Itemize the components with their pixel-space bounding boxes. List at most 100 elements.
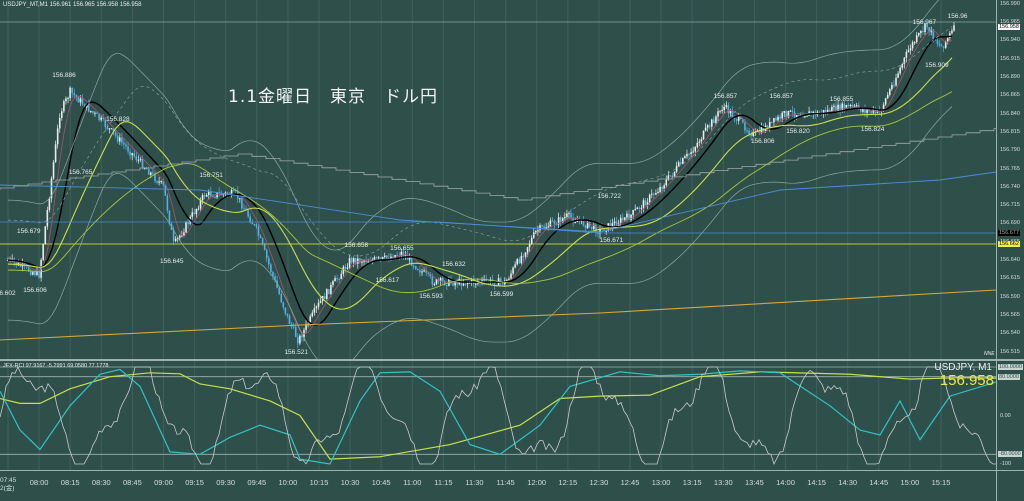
- time-tick: 10:45: [371, 478, 391, 487]
- price-annotation: 156.967: [912, 19, 937, 26]
- rci-chart-svg: [0, 361, 996, 470]
- time-tick: 12:00: [527, 478, 547, 487]
- time-tick: 11:30: [465, 478, 484, 487]
- time-tick: 09:45: [247, 478, 267, 487]
- rci-indicator-pane[interactable]: JFX-RCI 97.9167 -5.2991 69.0580 77.1778: [0, 361, 996, 470]
- price-chart-svg: [0, 0, 996, 359]
- price-tick: 156.740: [1000, 183, 1020, 190]
- price-annotation: 156.632: [442, 261, 466, 268]
- price-tick: 156.765: [1000, 165, 1020, 172]
- time-tick: 11:00: [403, 478, 422, 487]
- time-tick: 14:15: [807, 478, 826, 487]
- price-annotation: 156.828: [106, 116, 130, 123]
- axis-corner: [996, 471, 1024, 501]
- rci-tick: 80.0000: [998, 373, 1020, 380]
- main-chart-pane[interactable]: USDJPY_MT,M1 156.961 156.965 156.958 156…: [0, 0, 996, 359]
- rci-tick: -80.0000: [998, 451, 1022, 458]
- price-tick: 156.590: [1000, 293, 1020, 300]
- date-label: 07:45 2(金): [0, 477, 17, 492]
- time-tick: 08:00: [29, 478, 49, 487]
- price-tick: 156.940: [1000, 37, 1020, 44]
- price-tick: 156.615: [1000, 275, 1020, 282]
- header-info: USDJPY_MT,M1 156.961 156.965 156.958 156…: [3, 2, 142, 8]
- price-tick: 156.890: [1000, 73, 1020, 80]
- nne-watermark: NNE: [984, 351, 995, 357]
- price-axis[interactable]: 156.990 156.965 156.940 156.915 156.890 156.8…: [996, 0, 1024, 359]
- price-tick: 156.865: [1000, 92, 1020, 99]
- time-tick: 08:45: [123, 478, 142, 487]
- price-annotation: 156.671: [599, 237, 624, 244]
- price-tick: 156.790: [1000, 147, 1020, 154]
- pane-divider[interactable]: [0, 359, 1024, 361]
- time-tick: 13:30: [713, 478, 733, 487]
- price-tag: 156.677: [998, 229, 1020, 236]
- time-tick: 12:45: [620, 478, 640, 487]
- price-annotation: 156.645: [160, 258, 184, 265]
- time-tick: 15:00: [900, 478, 920, 487]
- time-tick: 15:15: [931, 478, 951, 487]
- price-annotation: 156.617: [375, 277, 400, 284]
- price-tick: 156.640: [1000, 257, 1020, 264]
- price-annotation: 156.857: [713, 93, 738, 100]
- price-tick: 156.965: [1000, 18, 1020, 25]
- time-tick: 14:45: [869, 478, 889, 487]
- price-annotation: 156.751: [199, 172, 223, 179]
- time-tick: 12:15: [558, 478, 578, 487]
- price-annotation: 156.820: [786, 128, 810, 135]
- time-axis-divider: [0, 470, 1024, 471]
- rci-axis[interactable]: 100.0000 80.0000 0.00 -80.0000 -100: [996, 361, 1024, 470]
- time-tick: 09:15: [185, 478, 204, 487]
- price-annotation: 156.806: [750, 138, 775, 145]
- price-tick: 156.715: [1000, 202, 1020, 209]
- time-tick: 13:45: [745, 478, 764, 487]
- price-tick: 156.815: [1000, 128, 1020, 135]
- chart-title: 1.1金曜日 東京 ドル円: [228, 87, 439, 107]
- price-annotation: 156.521: [284, 349, 308, 356]
- price-tag: 156.662: [998, 240, 1020, 247]
- price-annotation: 156.96: [947, 13, 968, 20]
- time-tick: 09:30: [216, 478, 236, 487]
- price-annotation: 156.824: [860, 126, 885, 133]
- rci-tick: -100: [1000, 461, 1012, 467]
- symbol-label: USDJPY, M1: [934, 362, 992, 373]
- price-annotation: 156.722: [597, 193, 622, 200]
- time-tick: 13:00: [651, 478, 671, 487]
- time-tick: 12:30: [589, 478, 609, 487]
- time-tick: 13:15: [682, 478, 702, 487]
- price-tick: 156.540: [1000, 330, 1020, 337]
- price-annotation: 156.602: [0, 290, 16, 297]
- rci-tick: 0.00: [1000, 412, 1011, 419]
- price-tick: 156.840: [1000, 110, 1020, 117]
- time-tick: 08:15: [60, 478, 80, 487]
- price-annotation: 156.857: [769, 93, 794, 100]
- price-annotation: 156.909: [925, 62, 949, 69]
- price-tick: 156.990: [1000, 0, 1020, 7]
- time-tick: 11:45: [496, 478, 515, 487]
- price-tag: 156.958: [998, 24, 1020, 31]
- price-annotation: 156.886: [52, 72, 76, 79]
- time-tick: 14:30: [838, 478, 858, 487]
- rci-tick: 100.0000: [998, 364, 1023, 370]
- price-tick: 156.515: [1000, 348, 1020, 355]
- price-annotation: 156.606: [23, 287, 47, 294]
- price-annotation: 156.765: [68, 169, 93, 176]
- price-tick: 156.915: [1000, 55, 1020, 62]
- time-tick: 10:30: [340, 478, 360, 487]
- time-tick: 08:30: [91, 478, 111, 487]
- time-axis[interactable]: 07:45 2(金) 08:00 08:15 08:30 08:45 09:00 09:15…: [0, 471, 996, 501]
- current-price-large: 156.958: [939, 372, 994, 389]
- price-tick: 156.690: [1000, 220, 1020, 227]
- price-annotation: 156.599: [489, 291, 514, 298]
- price-annotation: 156.655: [390, 245, 414, 252]
- time-tick: 14:00: [776, 478, 795, 487]
- price-annotation: 156.658: [344, 242, 369, 249]
- time-tick: 10:15: [309, 478, 329, 487]
- rci-header: JFX-RCI 97.9167 -5.2991 69.0580 77.1778: [3, 363, 109, 369]
- price-annotation: 156.679: [16, 228, 41, 235]
- price-annotation: 156.855: [829, 96, 854, 103]
- price-annotation: 156.593: [419, 293, 443, 300]
- time-tick: 10:00: [278, 478, 298, 487]
- time-tick: 11:15: [434, 478, 453, 487]
- price-tick: 156.565: [1000, 312, 1020, 319]
- time-tick: 09:00: [154, 478, 173, 487]
